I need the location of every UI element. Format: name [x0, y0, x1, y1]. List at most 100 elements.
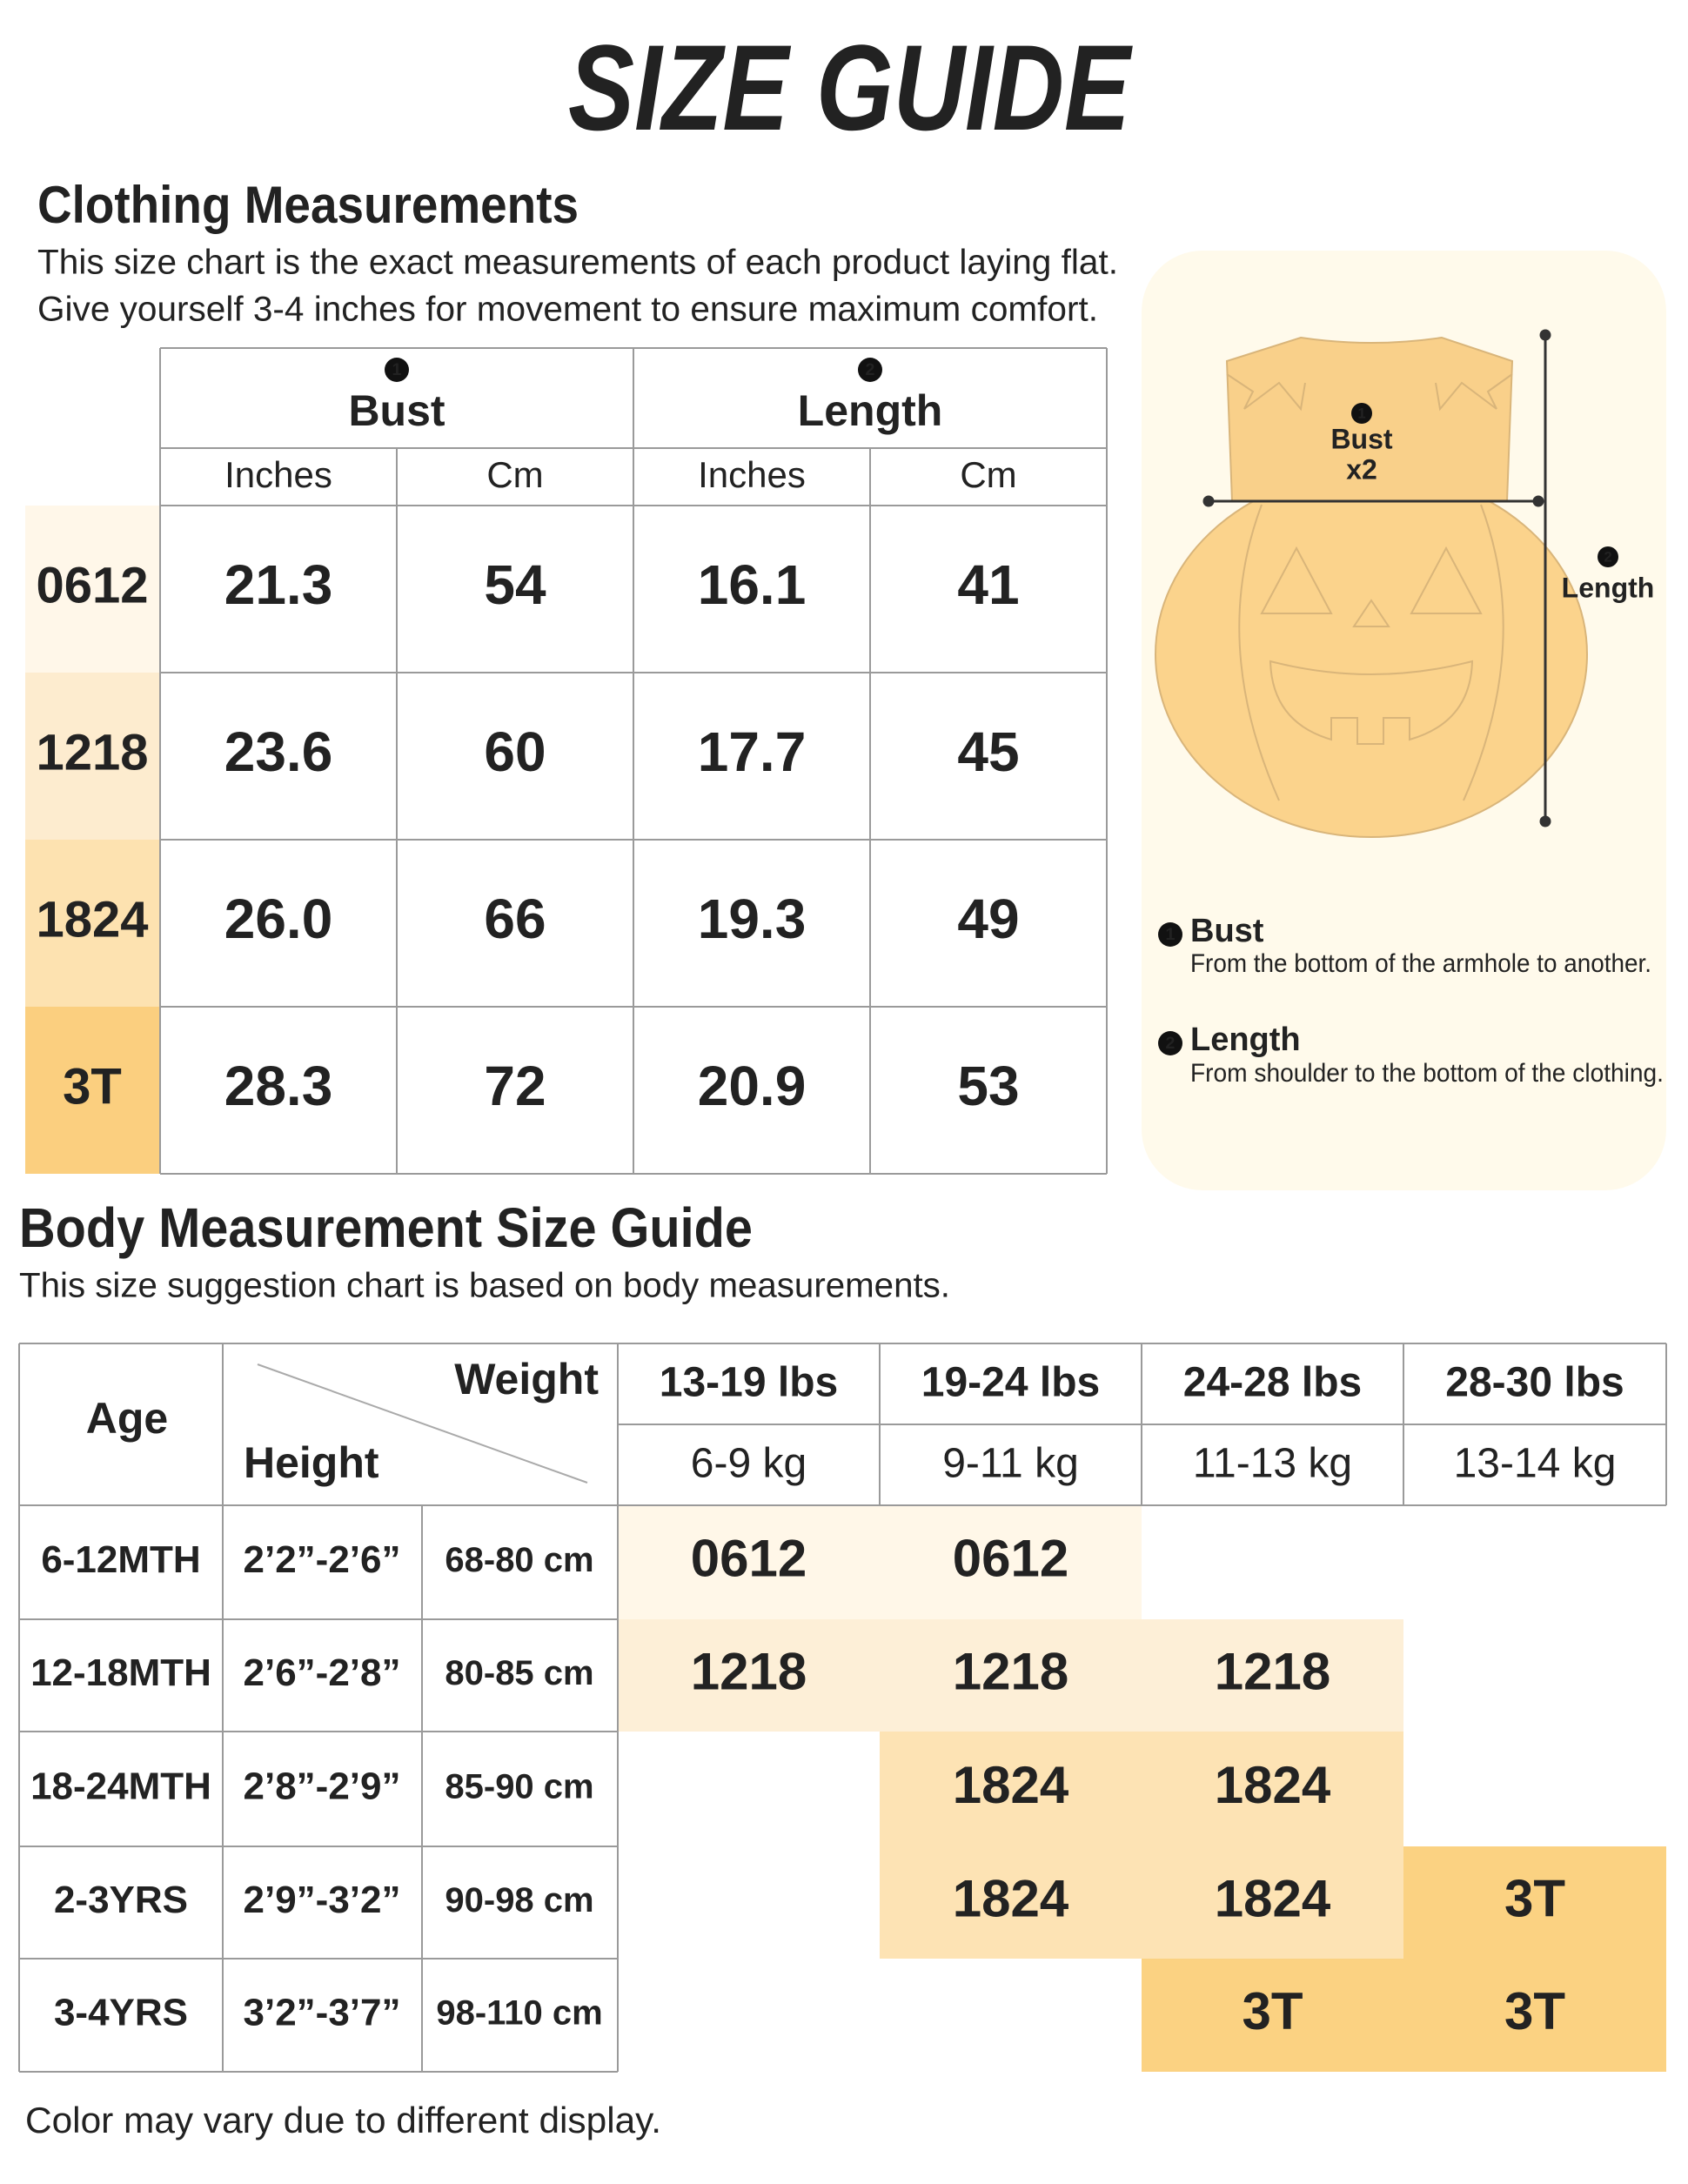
measurement-value: 54 [484, 553, 546, 616]
size-cell [1142, 1619, 1403, 1732]
size-label: 3T [63, 1058, 122, 1115]
measurement-value: 17.7 [698, 720, 807, 783]
size-label: 0612 [953, 1529, 1068, 1587]
measurement-value: 45 [957, 720, 1019, 783]
size-label-cell [25, 1007, 160, 1174]
size-cell [1403, 1846, 1666, 1959]
unit-header: Inches [224, 454, 332, 495]
diagram-label: x2 [1346, 453, 1377, 485]
measurement-value: 20.9 [698, 1055, 807, 1117]
section-title: Clothing Measurements [37, 176, 579, 234]
badge-number: 2 [1604, 548, 1611, 565]
weight-kg: 9-11 kg [942, 1441, 1079, 1487]
badge-number: 1 [392, 360, 402, 379]
grid-line [257, 1363, 588, 1484]
badge-number: 1 [1166, 925, 1176, 944]
size-label: 1824 [953, 1756, 1069, 1814]
size-label-cell [25, 506, 160, 673]
badge-number: 1 [1357, 405, 1365, 421]
note-title: Bust [1190, 913, 1264, 949]
measure-lines [1202, 329, 1551, 827]
unit-header: Inches [698, 454, 806, 495]
note-text: From shoulder to the bottom of the cloth… [1190, 1059, 1664, 1088]
weight-kg: 11-13 kg [1193, 1441, 1352, 1487]
number-badge [385, 358, 409, 382]
size-label: 1824 [1215, 1869, 1331, 1927]
measurement-value: 26.0 [224, 888, 333, 950]
size-label: 1218 [691, 1642, 807, 1700]
size-cell [880, 1732, 1142, 1846]
number-badge [1351, 403, 1372, 424]
size-label: 3T [1504, 1982, 1565, 2040]
height-cm: 68-80 cm [445, 1541, 593, 1579]
badge-number: 2 [866, 360, 875, 379]
size-label-cell [25, 840, 160, 1007]
subtitle: This size suggestion chart is based on b… [19, 1267, 950, 1305]
size-label: 3T [1242, 1982, 1303, 2040]
size-label: 3T [1504, 1869, 1565, 1927]
diagram-label: Length [1562, 572, 1655, 603]
size-cell [1403, 1959, 1666, 2072]
size-cell [618, 1505, 880, 1619]
weight-lbs: 19-24 lbs [921, 1360, 1100, 1406]
age: 3-4YRS [54, 1992, 188, 2034]
size-label: 1218 [953, 1642, 1068, 1700]
size-label-cell [25, 673, 160, 840]
measurement-value: 16.1 [698, 553, 807, 616]
weight-kg: 13-14 kg [1454, 1441, 1617, 1487]
size-label: 1218 [1215, 1642, 1330, 1700]
section-title: Body Measurement Size Guide [19, 1196, 753, 1259]
height-in: 2’8”-2’9” [244, 1765, 401, 1808]
column-header: Length [798, 386, 943, 435]
size-cell [880, 1619, 1142, 1732]
note-text: From the bottom of the armhole to anothe… [1190, 949, 1651, 978]
age: 2-3YRS [54, 1879, 188, 1921]
size-label: 1824 [953, 1869, 1069, 1927]
age: 18-24MTH [30, 1765, 211, 1808]
note-title: Length [1190, 1022, 1301, 1058]
measurement-value: 49 [957, 888, 1019, 950]
height-cm: 90-98 cm [445, 1881, 593, 1919]
weight-kg: 6-9 kg [691, 1441, 807, 1487]
column-header: Age [86, 1394, 168, 1443]
measurement-value: 60 [484, 720, 546, 783]
measurement-value: 72 [484, 1055, 546, 1117]
size-cell [880, 1505, 1142, 1619]
size-label: 1824 [36, 891, 148, 948]
measurement-value: 53 [957, 1055, 1019, 1117]
size-label: 1218 [36, 724, 148, 780]
description: Give yourself 3-4 inches for movement to… [37, 291, 1098, 329]
height-in: 2’2”-2’6” [244, 1538, 401, 1581]
number-badge [1158, 922, 1182, 947]
size-label: 1824 [1215, 1756, 1331, 1814]
measurement-value: 23.6 [224, 720, 333, 783]
column-header: Bust [348, 386, 445, 435]
size-cell [1142, 1959, 1403, 2072]
age: 12-18MTH [30, 1651, 211, 1694]
measurement-value: 66 [484, 888, 546, 950]
measurement-value: 19.3 [698, 888, 807, 950]
column-header: Weight [454, 1355, 599, 1404]
size-label: 0612 [36, 557, 148, 613]
badge-number: 2 [1166, 1034, 1176, 1053]
page-title: SIZE GUIDE [568, 19, 1133, 156]
size-label: 0612 [691, 1529, 807, 1587]
number-badge [1158, 1031, 1182, 1055]
height-cm: 98-110 cm [436, 1994, 602, 2033]
weight-lbs: 24-28 lbs [1183, 1360, 1362, 1406]
size-cell [1142, 1846, 1403, 1959]
height-in: 2’9”-3’2” [244, 1879, 401, 1921]
description: This size chart is the exact measurement… [37, 244, 1118, 282]
weight-lbs: 28-30 lbs [1445, 1360, 1624, 1406]
measurement-value: 21.3 [224, 553, 333, 616]
number-badge [858, 358, 882, 382]
age: 6-12MTH [41, 1538, 200, 1581]
footer-note: Color may vary due to different display. [25, 2100, 661, 2140]
height-cm: 85-90 cm [445, 1768, 593, 1806]
height-in: 2’6”-2’8” [244, 1651, 401, 1694]
height-in: 3’2”-3’7” [244, 1992, 401, 2034]
unit-header: Cm [486, 454, 543, 495]
size-cell [1142, 1732, 1403, 1846]
column-header: Height [244, 1438, 379, 1487]
